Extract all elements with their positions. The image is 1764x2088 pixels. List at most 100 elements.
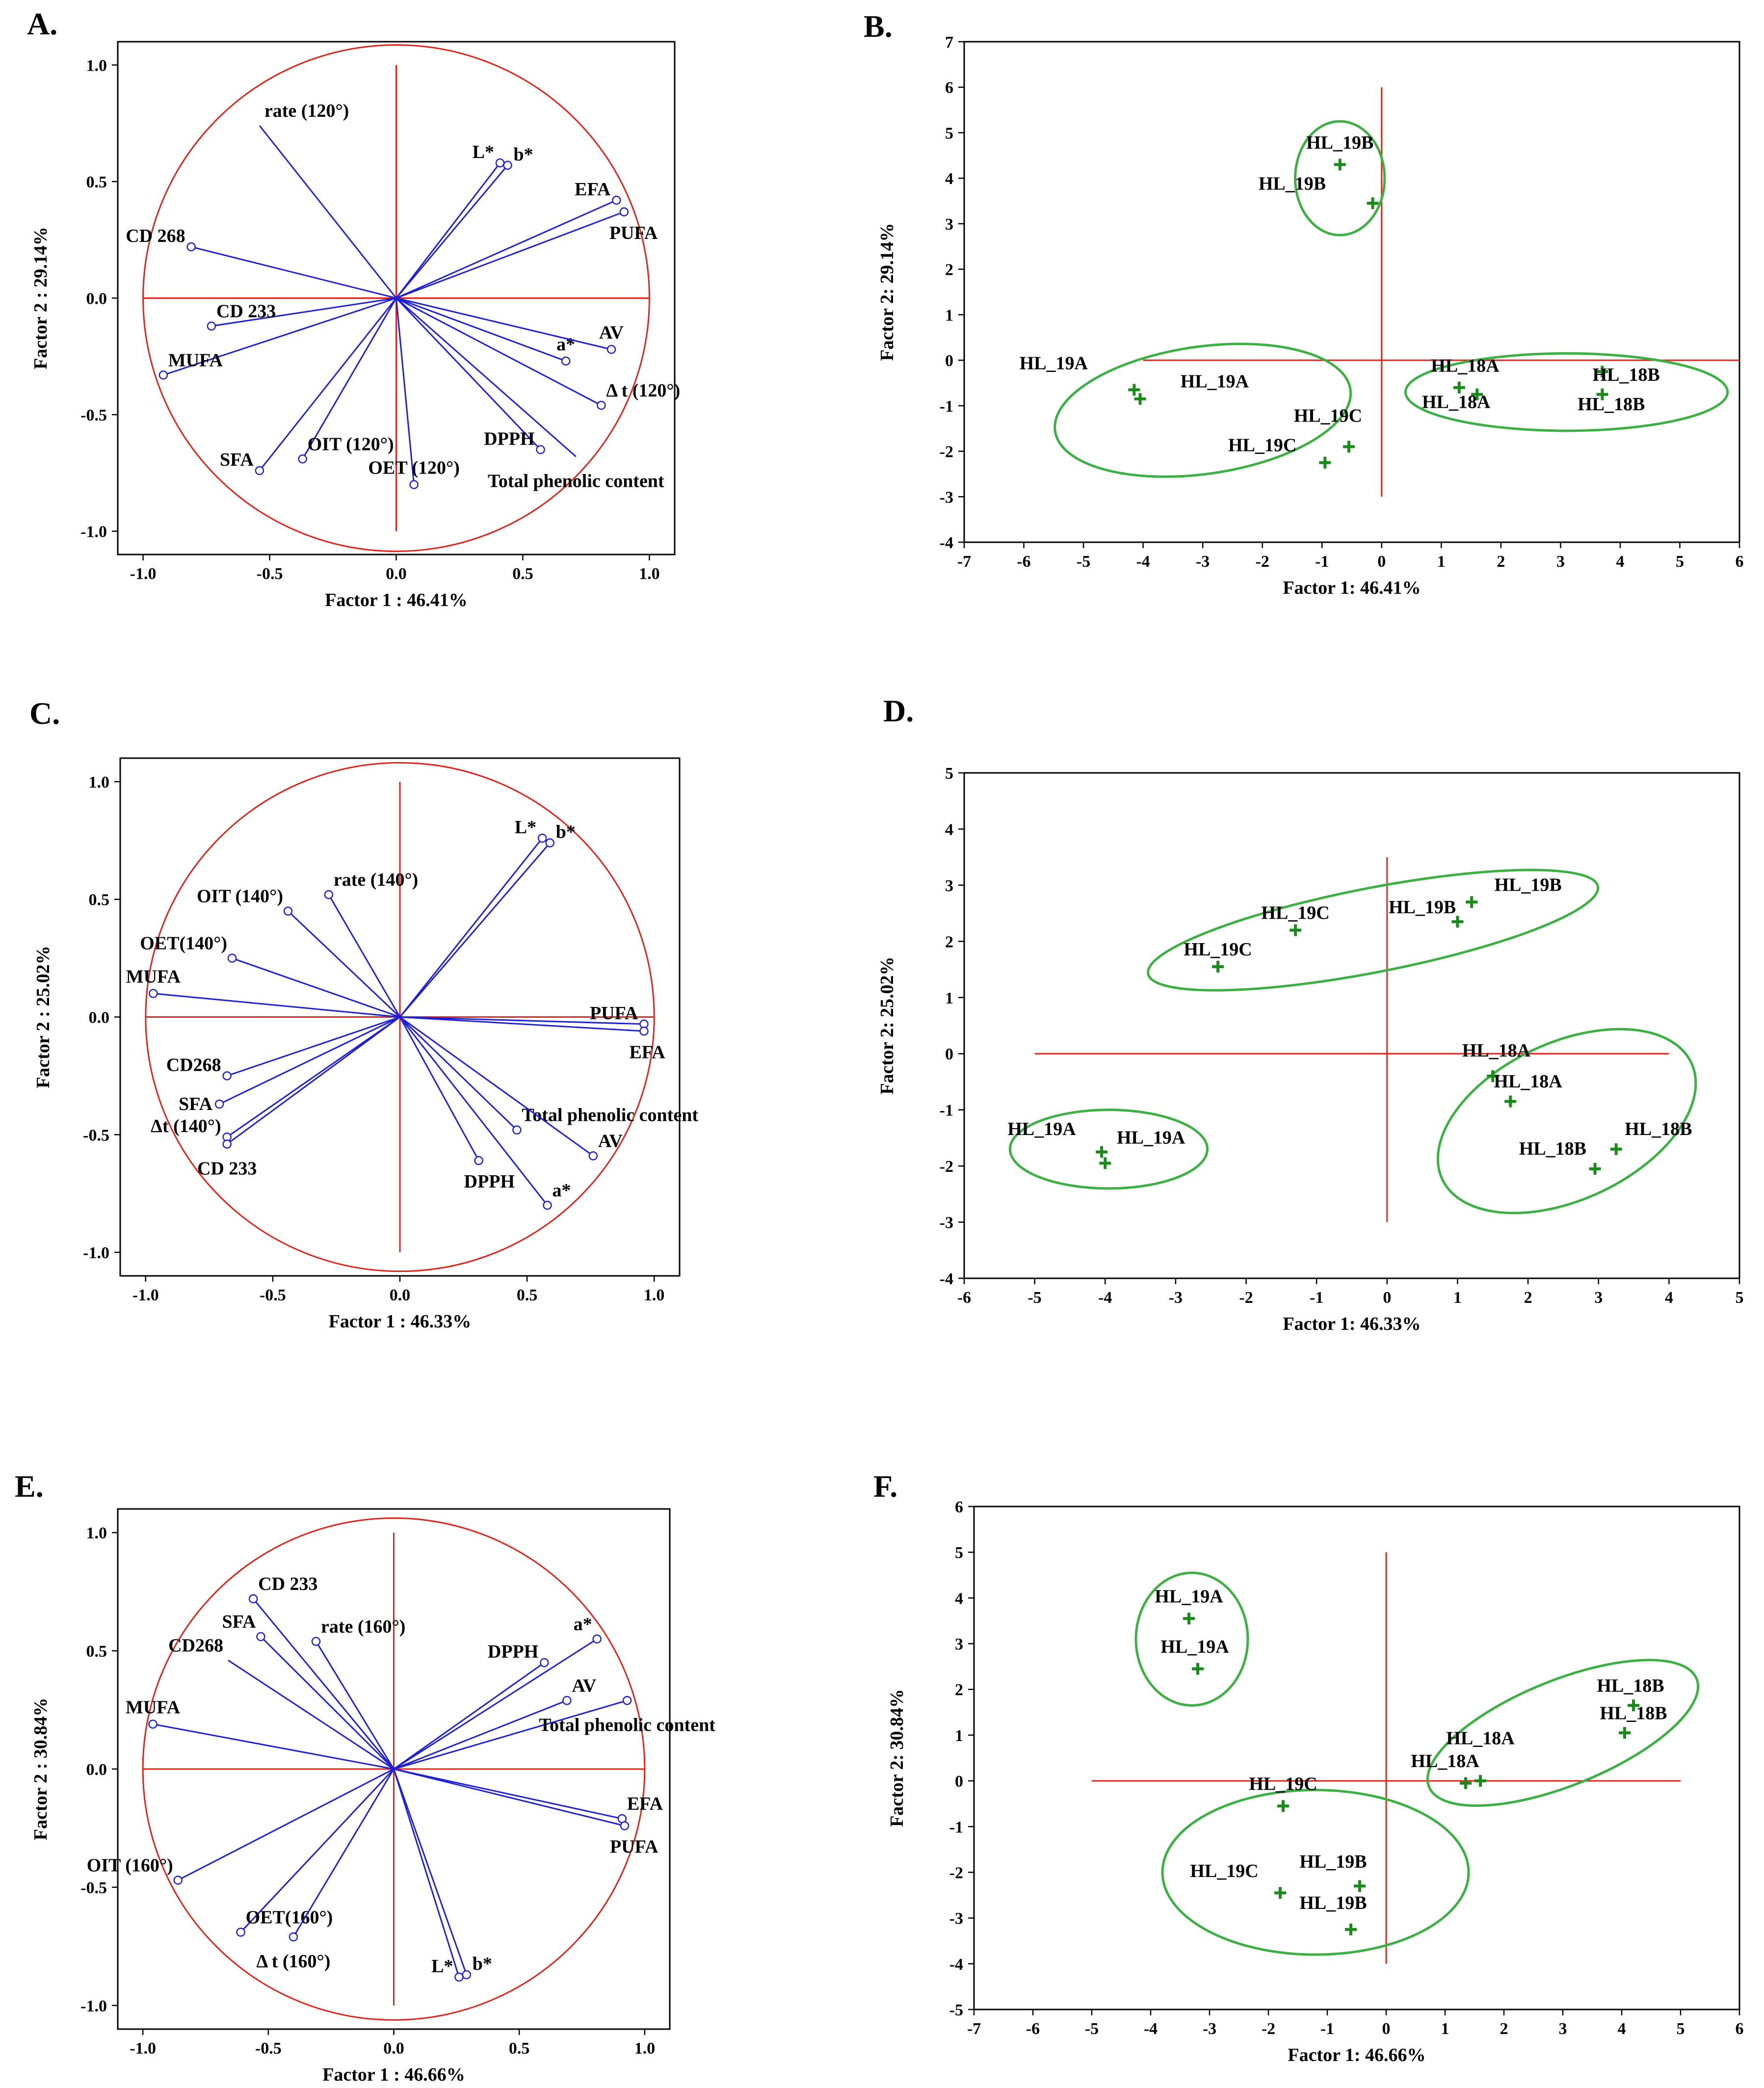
loading-vector <box>399 1016 548 1206</box>
loading-label: PUFA <box>609 223 658 243</box>
loading-vector <box>163 297 396 376</box>
x-tick-label: -3 <box>1203 2020 1216 2038</box>
loading-label: DPPH <box>484 428 534 449</box>
score-label: HL_19C <box>1261 903 1329 924</box>
group-ellipse <box>1161 1789 1470 1956</box>
loading-point <box>588 1151 598 1161</box>
x-tick-label: -5 <box>1085 2020 1099 2038</box>
score-label: HL_19C <box>1228 435 1296 456</box>
loading-vector <box>178 1768 395 1881</box>
y-axis-title: Factor 2: 30.84% <box>887 1689 907 1827</box>
loading-label: DPPH <box>464 1171 515 1192</box>
loading-vector <box>399 1016 644 1025</box>
loading-label: CD 268 <box>126 226 185 246</box>
group-ellipse <box>1147 869 1600 992</box>
loading-vector <box>287 910 401 1018</box>
x-tick-label: -3 <box>1196 553 1210 571</box>
loading-point <box>543 1200 552 1210</box>
x-tick-label: -1 <box>1310 1289 1323 1307</box>
loading-label: Total phenolic content <box>522 1105 698 1126</box>
loading-point <box>222 1071 232 1081</box>
loading-point <box>620 1821 630 1830</box>
loading-label: OIT (140°) <box>197 886 283 907</box>
loading-point <box>540 1658 549 1667</box>
loading-label: SFA <box>220 449 254 470</box>
loading-vector <box>394 1768 623 1820</box>
y-tick-label: -1 <box>949 1818 963 1836</box>
score-point <box>1504 1095 1517 1108</box>
score-label: HL_18A <box>1411 1751 1479 1771</box>
loading-point <box>236 1928 245 1937</box>
y-tick-label: 0.0 <box>89 1009 110 1027</box>
loading-label: PUFA <box>610 1837 658 1857</box>
y-tick-label: 2 <box>945 933 953 951</box>
loading-label: L* <box>473 142 494 162</box>
x-axis-title: Factor 1: 46.41% <box>1283 578 1421 598</box>
score-point <box>1471 388 1483 400</box>
loading-label: MUFA <box>126 967 181 987</box>
score-point <box>1128 384 1140 396</box>
loading-vector <box>259 125 397 299</box>
loading-vector <box>240 1768 395 1933</box>
loading-label: SFA <box>222 1612 257 1632</box>
x-tick-label: 1 <box>1437 553 1446 571</box>
score-label: HL_19A <box>1155 1586 1223 1607</box>
y-tick-label: 1 <box>945 989 953 1007</box>
x-tick-label: 5 <box>1676 553 1684 571</box>
loading-vector <box>328 894 401 1018</box>
x-tick-label: 1.0 <box>634 2039 656 2058</box>
y-axis-title: Factor 2 : 25.02% <box>33 946 53 1088</box>
y-tick-label: -1 <box>940 1102 953 1120</box>
loading-point <box>537 833 547 843</box>
score-label: HL_19B <box>1259 173 1326 194</box>
loading-vector <box>232 957 400 1018</box>
loading-vector <box>226 1016 400 1145</box>
x-tick-label: -4 <box>1144 2020 1158 2038</box>
loading-vector <box>399 1016 518 1131</box>
loading-label: CD 233 <box>216 301 276 322</box>
loading-vector <box>395 211 625 299</box>
loading-point <box>148 1719 158 1729</box>
loading-label: Total phenolic content <box>539 1715 715 1735</box>
x-tick-label: 0.0 <box>386 565 407 583</box>
x-tick-label: -7 <box>967 2020 981 2038</box>
y-tick-label: -3 <box>940 1214 953 1232</box>
x-tick-label: -0.5 <box>255 2039 282 2058</box>
loading-vector <box>399 1016 479 1161</box>
score-label: HL_18B <box>1578 394 1645 415</box>
panel-letter: D. <box>883 693 914 728</box>
loading-vector <box>399 1016 644 1032</box>
loading-vector <box>395 164 508 299</box>
loading-vector <box>393 1769 468 1975</box>
loading-label: rate (120°) <box>264 101 349 121</box>
loading-label: MUFA <box>126 1697 181 1718</box>
score-label: HL_19A <box>1181 371 1249 392</box>
loading-point <box>173 1876 183 1885</box>
x-axis-title: Factor 1: 46.33% <box>1283 1314 1421 1334</box>
panel-b: B. -7 -6 -5 -4 -3 -2 -1 0 1 2 3 4 5 6 -4 -3 -2 -1 0 1 2 3 4 5 6 7 F… <box>864 9 1744 598</box>
score-label: HL_18A <box>1494 1071 1562 1092</box>
score-label: HL_19B <box>1299 1893 1367 1913</box>
loading-label: AV <box>572 1675 597 1696</box>
score-point <box>1212 960 1224 973</box>
y-axis-title: Factor 2 : 29.14% <box>30 227 51 370</box>
score-label: HL_18B <box>1600 1703 1667 1723</box>
panel-f: F. -7 -6 -5 -4 -3 -2 -1 0 1 2 3 4 5 6 -5 -4 -3 -2 -1 0 1 2 3 4 5 6… <box>873 1469 1744 2065</box>
x-tick-label: 0.0 <box>390 1286 411 1304</box>
panel-letter: B. <box>864 9 893 44</box>
y-tick-label: 3 <box>945 877 953 895</box>
loading-point <box>606 344 616 354</box>
score-label: HL_19C <box>1249 1774 1317 1795</box>
x-tick-label: 0 <box>1377 553 1386 571</box>
y-tick-label: 5 <box>945 124 953 142</box>
loading-point <box>289 1932 298 1942</box>
loading-label: MUFA <box>168 350 223 370</box>
score-label: HL_19C <box>1184 939 1252 960</box>
loading-label: PUFA <box>590 1003 638 1024</box>
loading-label: CD268 <box>166 1055 221 1075</box>
x-axis-title: Factor 1: 46.66% <box>1288 2045 1425 2065</box>
score-point <box>1487 1070 1499 1082</box>
y-tick-label: 6 <box>945 79 953 97</box>
y-tick-label: -1.0 <box>83 1244 109 1262</box>
score-point <box>1596 366 1608 378</box>
